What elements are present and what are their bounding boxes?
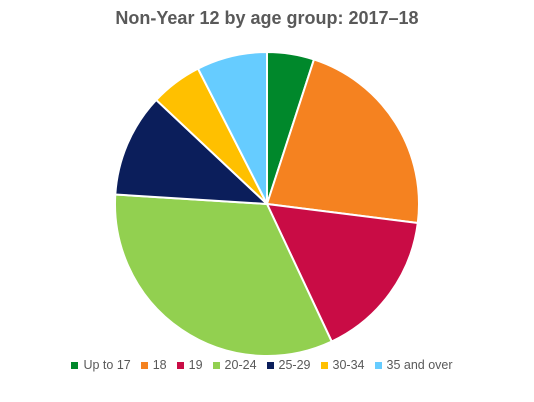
legend-label: Up to 17 [83, 358, 131, 372]
legend-item-20-24: 20-24 [212, 358, 257, 372]
legend-label: 19 [188, 358, 203, 372]
pie-slice-19 [266, 203, 419, 343]
chart-title: Non-Year 12 by age group: 2017–18 [115, 8, 419, 28]
pie-slice-20-24 [114, 193, 333, 357]
legend-swatch [374, 361, 382, 369]
legend-item-up-to-17: Up to 17 [71, 358, 131, 372]
legend-label: 20-24 [224, 358, 257, 372]
legend-item-19: 19 [176, 358, 203, 372]
legend-label: 30-34 [332, 358, 365, 372]
legend-swatch [140, 361, 148, 369]
legend-item-18: 18 [140, 358, 167, 372]
legend-swatch [176, 361, 184, 369]
pie-slice-25-29 [114, 98, 268, 205]
legend-item-30-34: 30-34 [320, 358, 365, 372]
legend-item-25-29: 25-29 [266, 358, 311, 372]
legend-label: 18 [152, 358, 167, 372]
legend-swatch [71, 361, 79, 369]
legend-label: 25-29 [278, 358, 311, 372]
legend: Up to 17 18 19 20-24 25-29 30-34 35 and over [0, 358, 534, 372]
legend-swatch [212, 361, 220, 369]
legend-label: 35 and over [386, 358, 453, 372]
pie-slice-35-and-over [196, 51, 268, 205]
legend-item-35-and-over: 35 and over [374, 358, 453, 372]
legend-swatch [320, 361, 328, 369]
pie-slice-18 [266, 58, 420, 225]
legend-swatch [266, 361, 274, 369]
